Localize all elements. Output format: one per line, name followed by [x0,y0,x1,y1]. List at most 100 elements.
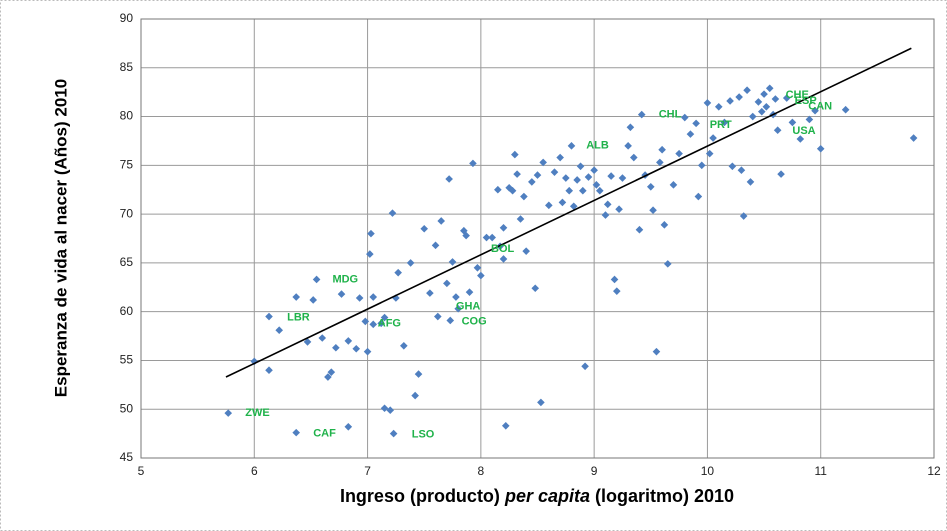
point [760,90,768,98]
point [420,224,429,233]
point [669,181,678,189]
point [739,212,748,220]
point [539,158,547,167]
point [454,304,462,313]
point [499,223,508,232]
point [482,233,491,242]
trendline [225,47,912,378]
point [656,158,664,167]
point [448,258,457,266]
point [414,370,423,378]
point [344,337,353,345]
point [309,296,317,304]
point [615,205,623,214]
point [596,186,604,195]
point [488,233,496,242]
point [312,275,321,284]
point [558,198,567,207]
point [446,316,455,325]
point [782,94,791,102]
point [275,326,284,335]
point [318,334,327,342]
point [601,211,610,219]
point [581,362,589,371]
point [705,149,714,158]
point [394,268,402,277]
point-label: GHA [456,301,481,313]
point [545,201,553,210]
plot-border [140,18,935,459]
point [327,368,336,376]
point [445,175,453,183]
point [603,200,612,209]
point [652,347,661,356]
point [773,126,782,135]
point [533,171,542,179]
point [805,115,814,124]
point [303,338,312,346]
point [426,289,434,297]
y-axis-label: Esperanza de vida al nacer (Años) 2010 [51,79,70,397]
point [692,119,700,128]
point [635,225,644,234]
point [663,260,672,268]
point [452,293,460,301]
point [703,99,712,107]
point [771,95,780,103]
point [367,229,375,238]
point [369,320,378,329]
point [462,231,470,240]
point [292,428,301,437]
point-label: PRT [710,119,732,131]
point [465,288,474,296]
point [250,357,259,366]
point [377,319,385,328]
point [748,112,757,121]
y-tick-label: 85 [120,60,134,74]
x-tick-label: 5 [138,464,145,478]
point [406,259,415,267]
point [754,98,763,106]
point [610,275,619,284]
point [709,134,717,142]
point [618,174,627,182]
point [720,118,729,127]
point [909,134,918,142]
point [590,166,598,175]
point [737,166,746,175]
y-tick-label: 50 [120,401,134,415]
point [400,342,408,350]
point [522,247,530,255]
point [565,186,574,195]
point [569,202,578,211]
point [366,250,374,258]
point [332,343,340,352]
point [777,170,785,178]
point [355,294,364,302]
point [528,178,536,186]
point-label: LSO [412,428,435,440]
point-label: ALB [586,140,609,152]
x-tick-label: 9 [591,464,598,478]
point [508,186,517,195]
point [369,293,378,301]
point [758,107,766,116]
y-tick-label: 90 [120,11,134,25]
x-tick-label: 7 [364,464,371,478]
point [434,312,442,321]
point-label: BOL [491,243,515,255]
point [735,93,743,101]
point [380,313,389,322]
point [584,173,593,181]
point-label: CHE [786,89,809,101]
x-label-part: per capita [504,486,590,506]
point [649,206,657,215]
point-label: CHL [659,109,682,121]
x-tick-label: 10 [701,464,715,478]
point [499,255,508,263]
point-label: ESP [795,95,817,107]
point [531,284,540,293]
point [292,293,301,301]
